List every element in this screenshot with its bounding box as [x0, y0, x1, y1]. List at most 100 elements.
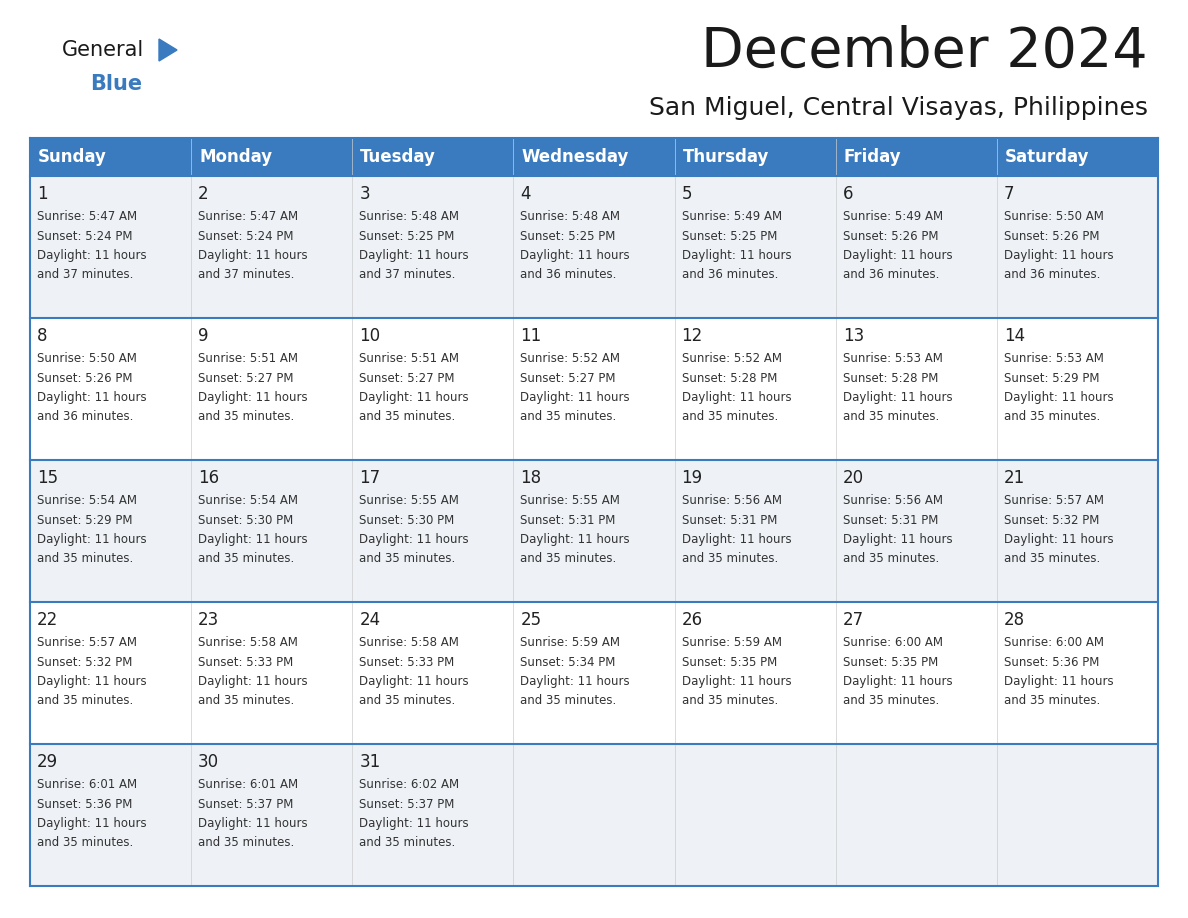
Text: Sunrise: 6:02 AM: Sunrise: 6:02 AM — [359, 778, 460, 790]
Text: 22: 22 — [37, 611, 58, 629]
Text: Sunrise: 5:50 AM: Sunrise: 5:50 AM — [1004, 209, 1104, 222]
Text: 30: 30 — [198, 753, 220, 771]
Text: and 36 minutes.: and 36 minutes. — [842, 267, 939, 281]
Text: Sunrise: 5:51 AM: Sunrise: 5:51 AM — [198, 352, 298, 364]
Bar — [30, 602, 1158, 744]
Text: 19: 19 — [682, 469, 702, 487]
Text: Daylight: 11 hours: Daylight: 11 hours — [37, 250, 146, 263]
Text: 25: 25 — [520, 611, 542, 629]
Text: Daylight: 11 hours: Daylight: 11 hours — [359, 533, 469, 546]
Text: Sunrise: 6:01 AM: Sunrise: 6:01 AM — [37, 778, 137, 790]
Text: Daylight: 11 hours: Daylight: 11 hours — [682, 250, 791, 263]
Text: Daylight: 11 hours: Daylight: 11 hours — [359, 818, 469, 831]
Text: and 37 minutes.: and 37 minutes. — [359, 267, 456, 281]
Text: Sunrise: 6:00 AM: Sunrise: 6:00 AM — [1004, 635, 1104, 648]
Text: Daylight: 11 hours: Daylight: 11 hours — [198, 250, 308, 263]
Text: Sunset: 5:33 PM: Sunset: 5:33 PM — [359, 655, 455, 668]
Text: Sunset: 5:31 PM: Sunset: 5:31 PM — [842, 513, 939, 527]
Text: Sunset: 5:30 PM: Sunset: 5:30 PM — [198, 513, 293, 527]
Text: Sunset: 5:31 PM: Sunset: 5:31 PM — [682, 513, 777, 527]
Text: and 35 minutes.: and 35 minutes. — [198, 693, 295, 707]
Text: Sunset: 5:25 PM: Sunset: 5:25 PM — [520, 230, 615, 242]
Text: and 36 minutes.: and 36 minutes. — [37, 409, 133, 422]
Text: General: General — [62, 40, 144, 60]
Text: Sunset: 5:29 PM: Sunset: 5:29 PM — [1004, 372, 1099, 385]
Polygon shape — [159, 39, 177, 61]
Text: Daylight: 11 hours: Daylight: 11 hours — [1004, 250, 1113, 263]
Text: 13: 13 — [842, 327, 864, 345]
Text: Sunset: 5:27 PM: Sunset: 5:27 PM — [520, 372, 615, 385]
Text: Daylight: 11 hours: Daylight: 11 hours — [1004, 391, 1113, 405]
Text: 29: 29 — [37, 753, 58, 771]
Text: Daylight: 11 hours: Daylight: 11 hours — [520, 533, 630, 546]
Text: and 35 minutes.: and 35 minutes. — [842, 552, 939, 565]
Text: and 35 minutes.: and 35 minutes. — [198, 552, 295, 565]
Text: and 35 minutes.: and 35 minutes. — [37, 693, 133, 707]
Text: Daylight: 11 hours: Daylight: 11 hours — [198, 391, 308, 405]
Text: 1: 1 — [37, 185, 48, 203]
Text: Thursday: Thursday — [683, 148, 769, 166]
Text: Sunrise: 6:01 AM: Sunrise: 6:01 AM — [198, 778, 298, 790]
Text: 2: 2 — [198, 185, 209, 203]
Text: Sunset: 5:27 PM: Sunset: 5:27 PM — [359, 372, 455, 385]
Text: and 35 minutes.: and 35 minutes. — [359, 409, 455, 422]
Text: Sunset: 5:31 PM: Sunset: 5:31 PM — [520, 513, 615, 527]
Text: and 35 minutes.: and 35 minutes. — [37, 835, 133, 848]
Text: Daylight: 11 hours: Daylight: 11 hours — [842, 391, 953, 405]
Text: and 35 minutes.: and 35 minutes. — [359, 835, 455, 848]
Text: Sunrise: 5:48 AM: Sunrise: 5:48 AM — [359, 209, 460, 222]
Text: 20: 20 — [842, 469, 864, 487]
Text: Daylight: 11 hours: Daylight: 11 hours — [359, 391, 469, 405]
Text: Sunset: 5:34 PM: Sunset: 5:34 PM — [520, 655, 615, 668]
Text: 14: 14 — [1004, 327, 1025, 345]
Text: Sunrise: 5:48 AM: Sunrise: 5:48 AM — [520, 209, 620, 222]
Text: Sunrise: 5:55 AM: Sunrise: 5:55 AM — [359, 494, 459, 507]
Text: Sunrise: 5:53 AM: Sunrise: 5:53 AM — [842, 352, 942, 364]
Text: and 35 minutes.: and 35 minutes. — [520, 552, 617, 565]
Text: and 36 minutes.: and 36 minutes. — [520, 267, 617, 281]
Text: Sunrise: 5:51 AM: Sunrise: 5:51 AM — [359, 352, 460, 364]
Text: Blue: Blue — [90, 74, 143, 94]
Text: Sunset: 5:35 PM: Sunset: 5:35 PM — [682, 655, 777, 668]
Text: Sunset: 5:25 PM: Sunset: 5:25 PM — [682, 230, 777, 242]
Text: Sunset: 5:29 PM: Sunset: 5:29 PM — [37, 513, 133, 527]
Text: Daylight: 11 hours: Daylight: 11 hours — [682, 533, 791, 546]
Text: Sunrise: 5:49 AM: Sunrise: 5:49 AM — [842, 209, 943, 222]
Text: Sunrise: 5:58 AM: Sunrise: 5:58 AM — [198, 635, 298, 648]
Text: Sunset: 5:37 PM: Sunset: 5:37 PM — [359, 798, 455, 811]
Text: Sunset: 5:36 PM: Sunset: 5:36 PM — [37, 798, 132, 811]
Text: 23: 23 — [198, 611, 220, 629]
Text: and 36 minutes.: and 36 minutes. — [1004, 267, 1100, 281]
Text: Daylight: 11 hours: Daylight: 11 hours — [198, 818, 308, 831]
Text: and 35 minutes.: and 35 minutes. — [682, 693, 778, 707]
Text: Sunset: 5:32 PM: Sunset: 5:32 PM — [37, 655, 132, 668]
Text: Sunset: 5:24 PM: Sunset: 5:24 PM — [37, 230, 133, 242]
Text: 4: 4 — [520, 185, 531, 203]
Text: Daylight: 11 hours: Daylight: 11 hours — [1004, 533, 1113, 546]
Text: 9: 9 — [198, 327, 209, 345]
Text: Daylight: 11 hours: Daylight: 11 hours — [842, 250, 953, 263]
Text: Saturday: Saturday — [1005, 148, 1089, 166]
Text: Daylight: 11 hours: Daylight: 11 hours — [520, 391, 630, 405]
Text: Daylight: 11 hours: Daylight: 11 hours — [1004, 676, 1113, 688]
Text: Sunrise: 5:58 AM: Sunrise: 5:58 AM — [359, 635, 459, 648]
Text: Sunrise: 5:47 AM: Sunrise: 5:47 AM — [198, 209, 298, 222]
Text: and 35 minutes.: and 35 minutes. — [1004, 409, 1100, 422]
Text: Sunrise: 5:54 AM: Sunrise: 5:54 AM — [198, 494, 298, 507]
Text: Sunrise: 5:50 AM: Sunrise: 5:50 AM — [37, 352, 137, 364]
Text: Sunrise: 5:59 AM: Sunrise: 5:59 AM — [520, 635, 620, 648]
Text: 11: 11 — [520, 327, 542, 345]
Text: and 35 minutes.: and 35 minutes. — [682, 409, 778, 422]
Text: and 35 minutes.: and 35 minutes. — [359, 552, 455, 565]
Text: Sunset: 5:35 PM: Sunset: 5:35 PM — [842, 655, 939, 668]
Text: 6: 6 — [842, 185, 853, 203]
Text: and 35 minutes.: and 35 minutes. — [842, 693, 939, 707]
Text: Sunset: 5:26 PM: Sunset: 5:26 PM — [842, 230, 939, 242]
Text: and 35 minutes.: and 35 minutes. — [37, 552, 133, 565]
Text: Daylight: 11 hours: Daylight: 11 hours — [37, 818, 146, 831]
Text: 8: 8 — [37, 327, 48, 345]
Text: Sunrise: 5:54 AM: Sunrise: 5:54 AM — [37, 494, 137, 507]
Text: Sunrise: 5:59 AM: Sunrise: 5:59 AM — [682, 635, 782, 648]
Text: 12: 12 — [682, 327, 703, 345]
Text: Sunset: 5:25 PM: Sunset: 5:25 PM — [359, 230, 455, 242]
